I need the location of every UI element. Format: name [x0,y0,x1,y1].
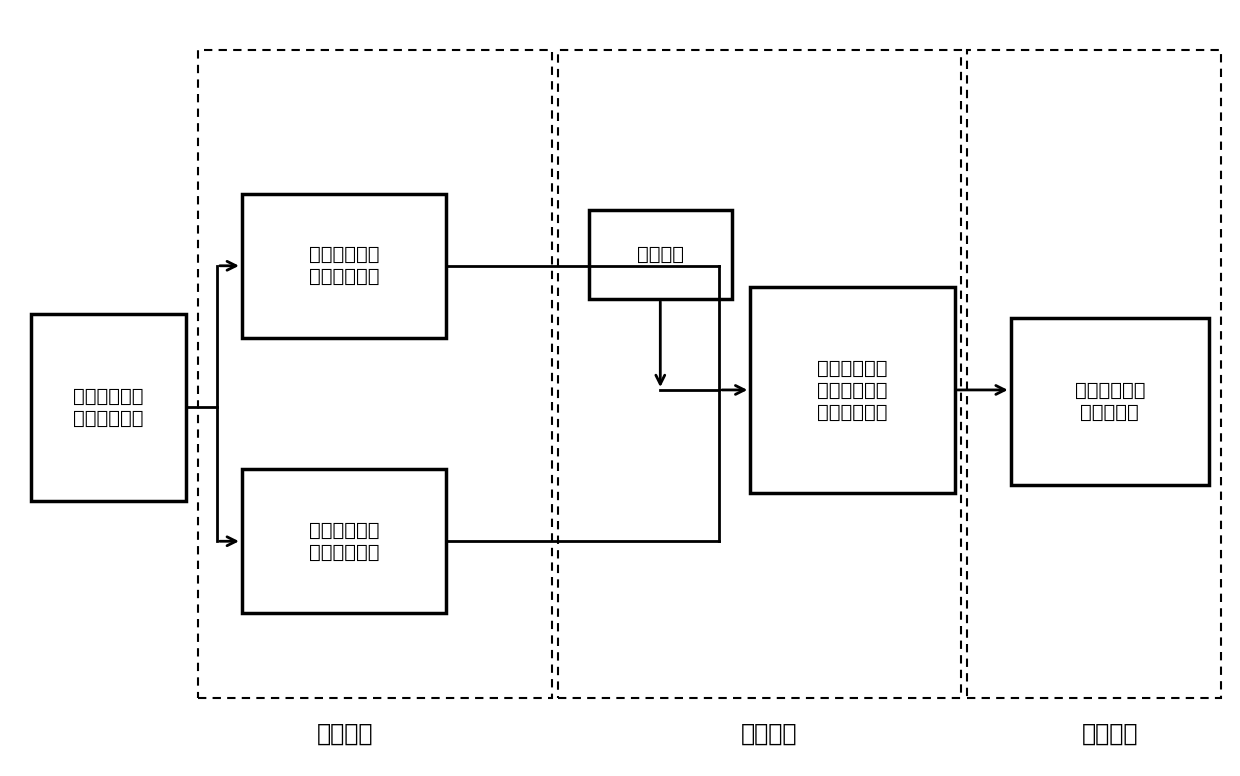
Text: 生物菌剂: 生物菌剂 [637,244,683,264]
Bar [967,50,1221,698]
Text: 对填充后孔隙
加水、覆膜: 对填充后孔隙 加水、覆膜 [1075,381,1145,422]
Bar [1011,318,1209,485]
Text: 土石山区水源
通养能力提升: 土石山区水源 通养能力提升 [73,387,144,428]
Text: 将粉碎灌丛枝
条、枯落物填
充入开挖孔隙: 将粉碎灌丛枝 条、枯落物填 充入开挖孔隙 [817,359,888,421]
Text: 第二阶段: 第二阶段 [740,722,797,745]
Bar [558,50,961,698]
Bar [242,469,446,613]
Text: 第一阶段: 第一阶段 [316,722,373,745]
Text: 第三阶段: 第三阶段 [1081,722,1138,745]
Bar [750,287,955,493]
Bar [31,314,186,501]
Bar [198,50,552,698]
Bar [589,210,732,299]
Text: 在灌丛收割区
进行机械钻孔: 在灌丛收割区 进行机械钻孔 [309,521,379,562]
Text: 雨季后对灌丛
进行收割粉碎: 雨季后对灌丛 进行收割粉碎 [309,245,379,286]
Bar [242,194,446,338]
